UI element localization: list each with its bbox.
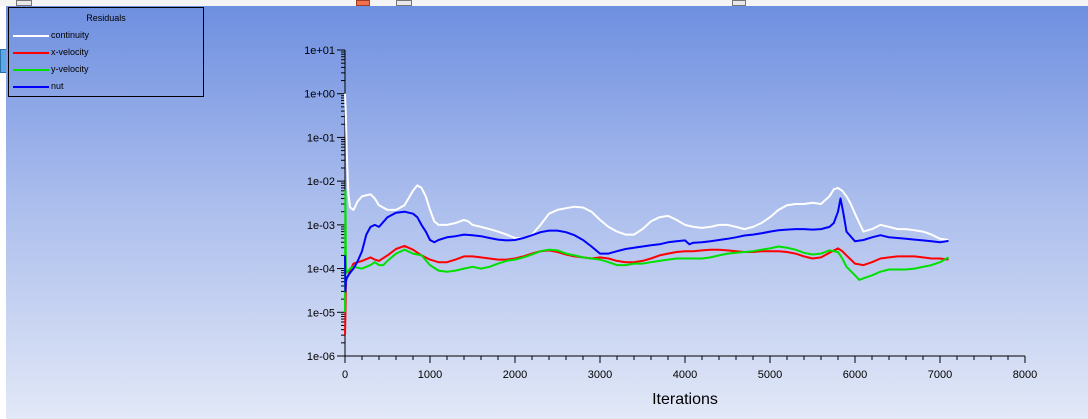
y-tick-label: 1e-01 bbox=[307, 132, 335, 144]
legend-swatch bbox=[13, 69, 49, 71]
toolbar-icon[interactable] bbox=[396, 0, 412, 6]
x-tick-label: 5000 bbox=[758, 369, 782, 381]
y-tick-label: 1e-05 bbox=[307, 307, 335, 319]
x-tick-label: 7000 bbox=[928, 369, 952, 381]
x-axis-title: Iterations bbox=[652, 391, 718, 408]
x-tick-label: 2000 bbox=[503, 369, 527, 381]
legend-title: Residuals bbox=[86, 13, 126, 23]
y-tick-label: 1e+00 bbox=[304, 89, 335, 101]
series-line-y-velocity bbox=[344, 189, 949, 313]
series-line-x-velocity bbox=[344, 244, 949, 336]
legend-label: nut bbox=[51, 81, 64, 91]
residuals-chart: 1e-06 1e-05 1e-04 1e-03 1e-02 1e-01 1e+00 1e+01… bbox=[304, 45, 1037, 408]
legend-label: y-velocity bbox=[51, 64, 89, 74]
x-tick-label: 6000 bbox=[843, 369, 867, 381]
series-line-nut bbox=[344, 197, 949, 293]
y-tick-label: 1e-06 bbox=[307, 351, 335, 363]
y-tick-label: 1e-03 bbox=[307, 220, 335, 232]
legend-swatch bbox=[13, 86, 49, 88]
legend-label: x-velocity bbox=[51, 47, 89, 57]
legend-label: continuity bbox=[51, 30, 90, 40]
axes bbox=[337, 49, 1026, 363]
toolbar-icon[interactable] bbox=[16, 0, 32, 6]
legend-item-nut: nut bbox=[13, 81, 201, 93]
plot-background bbox=[6, 6, 1088, 419]
toolbar-icon[interactable] bbox=[732, 0, 746, 6]
y-tick-label: 1e+01 bbox=[304, 45, 335, 57]
tick-labels: 1e-06 1e-05 1e-04 1e-03 1e-02 1e-01 1e+00 1e+01… bbox=[304, 45, 1037, 408]
legend-item-x-velocity: x-velocity bbox=[13, 47, 201, 59]
x-tick-label: 3000 bbox=[588, 369, 612, 381]
legend-swatch bbox=[13, 35, 49, 37]
series-line-continuity bbox=[344, 93, 949, 241]
toolbar-icon[interactable] bbox=[356, 0, 370, 6]
legend-item-continuity: continuity bbox=[13, 30, 201, 42]
x-tick-label: 0 bbox=[342, 369, 348, 381]
legend-item-y-velocity: y-velocity bbox=[13, 64, 201, 76]
y-tick-label: 1e-02 bbox=[307, 176, 335, 188]
y-tick-label: 1e-04 bbox=[307, 264, 335, 276]
series-lines bbox=[344, 93, 949, 336]
x-tick-label: 1000 bbox=[418, 369, 442, 381]
legend: Residuals continuity x-velocity y-velocity… bbox=[8, 7, 204, 97]
legend-swatch bbox=[13, 52, 49, 54]
x-tick-label: 8000 bbox=[1013, 369, 1037, 381]
x-tick-label: 4000 bbox=[673, 369, 697, 381]
